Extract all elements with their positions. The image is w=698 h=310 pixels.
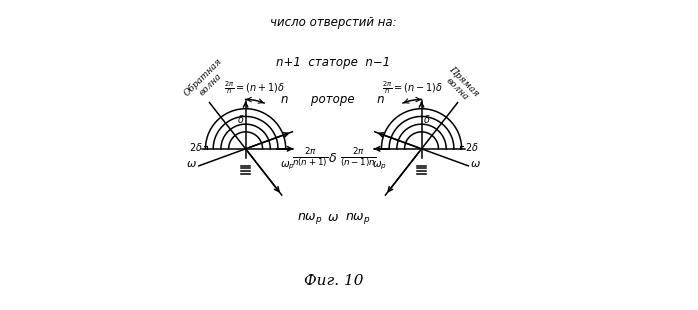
- Text: $\omega$: $\omega$: [470, 159, 481, 169]
- Text: $\frac{2\pi}{(n-1)n}$: $\frac{2\pi}{(n-1)n}$: [340, 146, 376, 170]
- Text: Прямая
волна: Прямая волна: [440, 65, 481, 106]
- Text: $\omega$: $\omega$: [327, 210, 339, 224]
- Text: $n\omega_p$: $n\omega_p$: [346, 210, 371, 226]
- Text: $2\delta$: $2\delta$: [465, 141, 478, 153]
- Text: $\frac{2\pi}{n(n+1)}$: $\frac{2\pi}{n(n+1)}$: [292, 146, 328, 170]
- Text: Обратная
волна: Обратная волна: [181, 56, 231, 106]
- Text: $\omega$: $\omega$: [186, 159, 198, 169]
- Text: n+1  статоре  n−1: n+1 статоре n−1: [276, 56, 390, 69]
- Text: $\frac{2\pi}{n}=(n+1)\delta$: $\frac{2\pi}{n}=(n+1)\delta$: [225, 79, 285, 96]
- Text: n      роторе      n: n роторе n: [281, 93, 385, 106]
- Text: $\delta$: $\delta$: [423, 113, 431, 125]
- Text: $n\omega_p$: $n\omega_p$: [297, 210, 322, 226]
- Text: $2\delta$: $2\delta$: [188, 141, 202, 153]
- Text: Фиг. 10: Фиг. 10: [304, 274, 364, 288]
- Text: $\omega_p$: $\omega_p$: [280, 160, 295, 172]
- Text: число отверстий на:: число отверстий на:: [269, 16, 396, 29]
- Text: $\delta$: $\delta$: [237, 113, 244, 125]
- Text: $\omega_p$: $\omega_p$: [373, 160, 387, 172]
- Text: $\delta$: $\delta$: [329, 152, 338, 165]
- Text: $\frac{2\pi}{n}=(n-1)\delta$: $\frac{2\pi}{n}=(n-1)\delta$: [382, 79, 443, 96]
